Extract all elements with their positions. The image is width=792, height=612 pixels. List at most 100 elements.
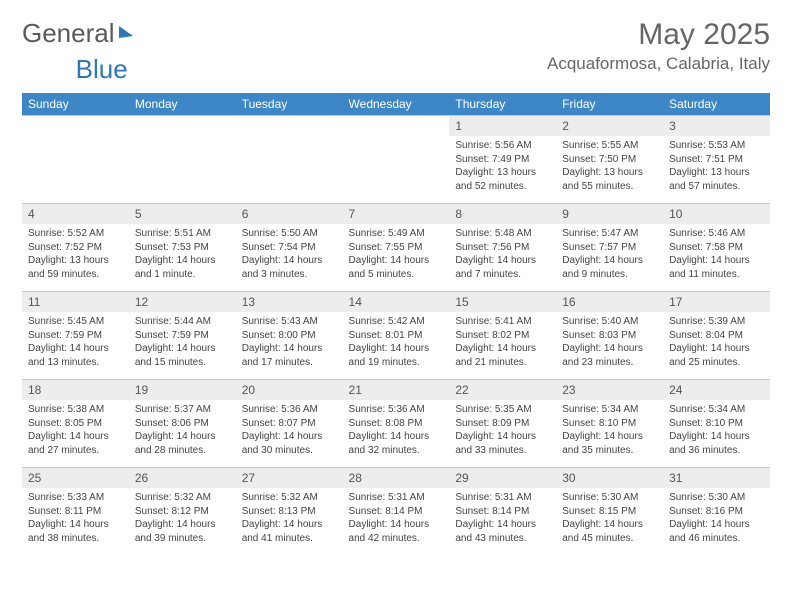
sunrise-line: Sunrise: 5:37 AM [135,403,230,417]
sunset-line: Sunset: 8:16 PM [669,505,764,519]
calendar-week-row: 25Sunrise: 5:33 AMSunset: 8:11 PMDayligh… [22,468,770,556]
day-details: Sunrise: 5:43 AMSunset: 8:00 PMDaylight:… [236,312,343,373]
calendar-day-cell: 31Sunrise: 5:30 AMSunset: 8:16 PMDayligh… [663,468,770,556]
day-details: Sunrise: 5:36 AMSunset: 8:08 PMDaylight:… [343,400,450,461]
daylight-line: Daylight: 14 hours and 13 minutes. [28,342,123,369]
day-details: Sunrise: 5:34 AMSunset: 8:10 PMDaylight:… [556,400,663,461]
calendar-body: 1Sunrise: 5:56 AMSunset: 7:49 PMDaylight… [22,116,770,556]
calendar-day-cell: 1Sunrise: 5:56 AMSunset: 7:49 PMDaylight… [449,116,556,204]
day-number: 23 [556,380,663,400]
daylight-line: Daylight: 14 hours and 30 minutes. [242,430,337,457]
sunset-line: Sunset: 7:58 PM [669,241,764,255]
day-header: Sunday [22,93,129,116]
day-details: Sunrise: 5:30 AMSunset: 8:16 PMDaylight:… [663,488,770,549]
calendar-day-cell: 12Sunrise: 5:44 AMSunset: 7:59 PMDayligh… [129,292,236,380]
sunrise-line: Sunrise: 5:33 AM [28,491,123,505]
calendar-day-cell [236,116,343,204]
daylight-line: Daylight: 14 hours and 38 minutes. [28,518,123,545]
sunrise-line: Sunrise: 5:51 AM [135,227,230,241]
sunset-line: Sunset: 8:14 PM [349,505,444,519]
sunset-line: Sunset: 7:53 PM [135,241,230,255]
calendar-day-cell: 15Sunrise: 5:41 AMSunset: 8:02 PMDayligh… [449,292,556,380]
sunset-line: Sunset: 7:51 PM [669,153,764,167]
calendar-week-row: 4Sunrise: 5:52 AMSunset: 7:52 PMDaylight… [22,204,770,292]
location-label: Acquaformosa, Calabria, Italy [547,54,770,74]
sunrise-line: Sunrise: 5:56 AM [455,139,550,153]
sunset-line: Sunset: 8:03 PM [562,329,657,343]
sunset-line: Sunset: 8:10 PM [562,417,657,431]
sunset-line: Sunset: 8:04 PM [669,329,764,343]
sunrise-line: Sunrise: 5:47 AM [562,227,657,241]
calendar-day-cell: 22Sunrise: 5:35 AMSunset: 8:09 PMDayligh… [449,380,556,468]
daylight-line: Daylight: 14 hours and 23 minutes. [562,342,657,369]
day-number: 25 [22,468,129,488]
day-details: Sunrise: 5:46 AMSunset: 7:58 PMDaylight:… [663,224,770,285]
sunset-line: Sunset: 7:56 PM [455,241,550,255]
sunrise-line: Sunrise: 5:46 AM [669,227,764,241]
daylight-line: Daylight: 14 hours and 15 minutes. [135,342,230,369]
calendar-day-cell: 28Sunrise: 5:31 AMSunset: 8:14 PMDayligh… [343,468,450,556]
calendar-day-cell: 27Sunrise: 5:32 AMSunset: 8:13 PMDayligh… [236,468,343,556]
day-header: Tuesday [236,93,343,116]
daylight-line: Daylight: 14 hours and 43 minutes. [455,518,550,545]
day-number: 24 [663,380,770,400]
sunset-line: Sunset: 8:01 PM [349,329,444,343]
day-details: Sunrise: 5:30 AMSunset: 8:15 PMDaylight:… [556,488,663,549]
sunset-line: Sunset: 8:10 PM [669,417,764,431]
day-details: Sunrise: 5:32 AMSunset: 8:13 PMDaylight:… [236,488,343,549]
calendar-day-cell: 26Sunrise: 5:32 AMSunset: 8:12 PMDayligh… [129,468,236,556]
calendar-week-row: 11Sunrise: 5:45 AMSunset: 7:59 PMDayligh… [22,292,770,380]
sunrise-line: Sunrise: 5:43 AM [242,315,337,329]
day-number: 20 [236,380,343,400]
sunrise-line: Sunrise: 5:41 AM [455,315,550,329]
title-block: May 2025 Acquaformosa, Calabria, Italy [547,18,770,74]
day-details: Sunrise: 5:55 AMSunset: 7:50 PMDaylight:… [556,136,663,197]
daylight-line: Daylight: 14 hours and 32 minutes. [349,430,444,457]
sunrise-line: Sunrise: 5:50 AM [242,227,337,241]
sunset-line: Sunset: 7:52 PM [28,241,123,255]
calendar-day-cell: 21Sunrise: 5:36 AMSunset: 8:08 PMDayligh… [343,380,450,468]
sunrise-line: Sunrise: 5:36 AM [349,403,444,417]
day-header: Wednesday [343,93,450,116]
day-number: 16 [556,292,663,312]
daylight-line: Daylight: 14 hours and 39 minutes. [135,518,230,545]
daylight-line: Daylight: 14 hours and 3 minutes. [242,254,337,281]
daylight-line: Daylight: 14 hours and 11 minutes. [669,254,764,281]
day-details: Sunrise: 5:35 AMSunset: 8:09 PMDaylight:… [449,400,556,461]
day-number: 4 [22,204,129,224]
daylight-line: Daylight: 14 hours and 25 minutes. [669,342,764,369]
daylight-line: Daylight: 14 hours and 19 minutes. [349,342,444,369]
sunset-line: Sunset: 8:14 PM [455,505,550,519]
logo-triangle-icon [119,26,133,38]
day-number: 13 [236,292,343,312]
daylight-line: Daylight: 14 hours and 41 minutes. [242,518,337,545]
sunrise-line: Sunrise: 5:38 AM [28,403,123,417]
day-number: 28 [343,468,450,488]
day-number: 8 [449,204,556,224]
day-details: Sunrise: 5:50 AMSunset: 7:54 PMDaylight:… [236,224,343,285]
daylight-line: Daylight: 14 hours and 36 minutes. [669,430,764,457]
sunset-line: Sunset: 7:57 PM [562,241,657,255]
sunrise-line: Sunrise: 5:34 AM [669,403,764,417]
day-number: 15 [449,292,556,312]
day-number: 27 [236,468,343,488]
sunset-line: Sunset: 8:12 PM [135,505,230,519]
calendar-day-cell: 19Sunrise: 5:37 AMSunset: 8:06 PMDayligh… [129,380,236,468]
sunrise-line: Sunrise: 5:48 AM [455,227,550,241]
calendar-day-cell: 20Sunrise: 5:36 AMSunset: 8:07 PMDayligh… [236,380,343,468]
calendar-day-cell: 29Sunrise: 5:31 AMSunset: 8:14 PMDayligh… [449,468,556,556]
sunset-line: Sunset: 8:08 PM [349,417,444,431]
day-details: Sunrise: 5:32 AMSunset: 8:12 PMDaylight:… [129,488,236,549]
calendar-day-cell: 30Sunrise: 5:30 AMSunset: 8:15 PMDayligh… [556,468,663,556]
day-details: Sunrise: 5:37 AMSunset: 8:06 PMDaylight:… [129,400,236,461]
calendar-day-cell: 18Sunrise: 5:38 AMSunset: 8:05 PMDayligh… [22,380,129,468]
daylight-line: Daylight: 14 hours and 9 minutes. [562,254,657,281]
calendar-day-cell: 8Sunrise: 5:48 AMSunset: 7:56 PMDaylight… [449,204,556,292]
daylight-line: Daylight: 13 hours and 55 minutes. [562,166,657,193]
sunrise-line: Sunrise: 5:53 AM [669,139,764,153]
day-details: Sunrise: 5:31 AMSunset: 8:14 PMDaylight:… [343,488,450,549]
daylight-line: Daylight: 14 hours and 27 minutes. [28,430,123,457]
day-details: Sunrise: 5:45 AMSunset: 7:59 PMDaylight:… [22,312,129,373]
sunrise-line: Sunrise: 5:35 AM [455,403,550,417]
daylight-line: Daylight: 13 hours and 59 minutes. [28,254,123,281]
